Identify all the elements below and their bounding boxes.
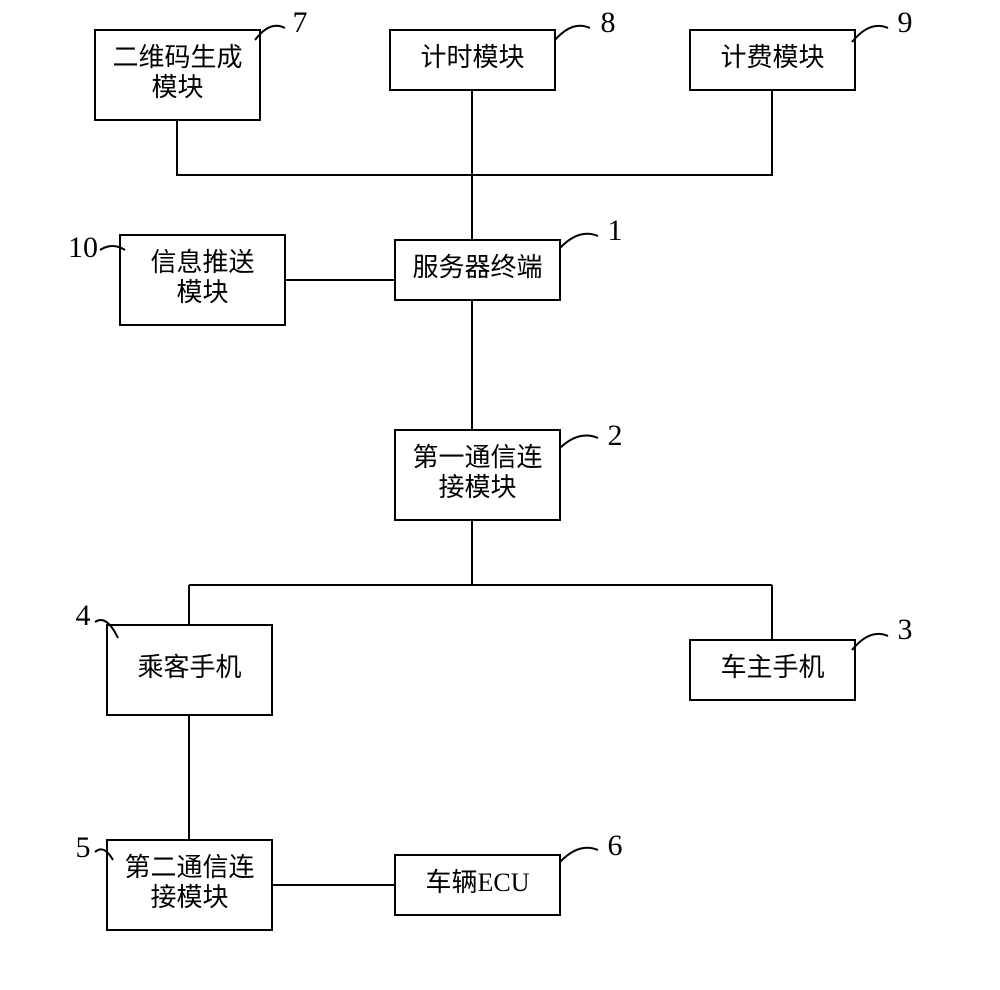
node-label: 接模块 [150, 883, 228, 912]
leader-line [555, 26, 590, 40]
node-n2: 第一通信连接模块 2 [395, 419, 623, 520]
node-n10: 信息推送模块 10 [68, 231, 285, 325]
node-number: 4 [76, 599, 91, 632]
edge [177, 120, 472, 175]
leader-line [560, 234, 598, 248]
node-label: 信息推送 [150, 248, 254, 277]
node-n3: 车主手机 3 [690, 613, 913, 700]
node-label: 服务器终端 [412, 253, 542, 282]
node-number: 9 [898, 6, 913, 39]
edge [472, 90, 772, 175]
leader-line [560, 848, 598, 862]
node-label: 接模块 [438, 473, 516, 502]
node-label: 车辆ECU [425, 868, 529, 897]
node-n1: 服务器终端 1 [395, 214, 623, 300]
node-label: 计时模块 [420, 43, 524, 72]
node-n6: 车辆ECU 6 [395, 829, 623, 915]
node-n5: 第二通信连接模块 5 [76, 831, 273, 930]
leader-line [852, 26, 888, 42]
node-label: 车主手机 [720, 653, 824, 682]
node-number: 2 [608, 419, 623, 452]
node-n7: 二维码生成模块 7 [95, 6, 308, 120]
node-label: 乘客手机 [137, 653, 241, 682]
node-n4: 乘客手机 4 [76, 599, 273, 715]
node-label: 第二通信连 [124, 853, 254, 882]
node-label: 第一通信连 [412, 443, 542, 472]
node-number: 10 [68, 231, 98, 264]
node-number: 1 [608, 214, 623, 247]
node-label: 模块 [176, 278, 228, 307]
node-label: 二维码生成 [112, 43, 242, 72]
node-number: 3 [898, 613, 913, 646]
system-diagram: 二维码生成模块7计时模块8计费模块9信息推送模块10服务器终端1第一通信连接模块… [0, 0, 1000, 990]
node-n8: 计时模块 8 [390, 6, 616, 90]
node-label: 计费模块 [720, 43, 824, 72]
node-number: 6 [608, 829, 623, 862]
node-number: 7 [293, 6, 308, 39]
node-n9: 计费模块 9 [690, 6, 913, 90]
node-number: 5 [76, 831, 91, 864]
node-number: 8 [601, 6, 616, 39]
node-label: 模块 [151, 73, 203, 102]
leader-line [852, 634, 888, 650]
leader-line [560, 436, 598, 448]
